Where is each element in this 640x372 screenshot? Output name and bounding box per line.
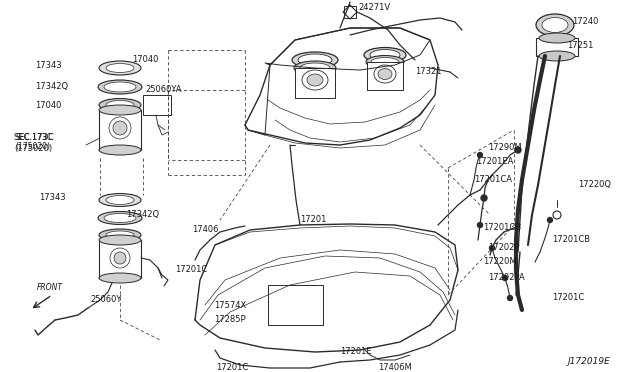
Text: 17220M: 17220M [483, 257, 516, 266]
Text: 17201EA: 17201EA [476, 157, 513, 167]
Circle shape [481, 195, 487, 201]
Ellipse shape [98, 80, 142, 94]
Ellipse shape [110, 248, 130, 268]
Text: 17343: 17343 [35, 61, 61, 71]
Ellipse shape [106, 64, 134, 73]
Text: 17574X: 17574X [214, 301, 246, 310]
Text: FRONT: FRONT [37, 282, 63, 292]
Ellipse shape [104, 82, 136, 92]
Ellipse shape [99, 145, 141, 155]
Ellipse shape [114, 252, 126, 264]
Ellipse shape [307, 74, 323, 86]
Bar [99, 240, 141, 278]
Text: 17040: 17040 [132, 55, 158, 64]
Ellipse shape [109, 117, 131, 139]
Text: 17201C: 17201C [552, 294, 584, 302]
Bar [295, 68, 335, 98]
Text: 17406M: 17406M [378, 362, 412, 372]
Text: 25060Y: 25060Y [90, 295, 122, 305]
Ellipse shape [292, 52, 338, 68]
Text: (175020): (175020) [14, 144, 52, 153]
Text: SEC.173C: SEC.173C [15, 132, 52, 141]
Ellipse shape [300, 63, 330, 73]
Ellipse shape [371, 58, 399, 67]
Ellipse shape [536, 14, 574, 36]
Ellipse shape [553, 211, 561, 219]
Text: (175020): (175020) [15, 141, 50, 151]
Circle shape [477, 153, 483, 157]
Text: 17201C: 17201C [216, 362, 248, 372]
Text: 17201CB: 17201CB [552, 235, 590, 244]
Bar [367, 62, 403, 90]
Text: 17342Q: 17342Q [35, 81, 68, 90]
Circle shape [502, 276, 508, 280]
Text: 17202PA: 17202PA [488, 273, 525, 282]
Ellipse shape [106, 196, 134, 205]
Ellipse shape [106, 100, 134, 109]
Bar [99, 110, 141, 150]
Ellipse shape [294, 61, 336, 75]
Ellipse shape [99, 235, 141, 245]
Ellipse shape [539, 51, 575, 61]
Text: 17343: 17343 [39, 193, 66, 202]
Ellipse shape [374, 65, 396, 83]
Text: 17201CA: 17201CA [474, 176, 512, 185]
Text: 17321: 17321 [415, 67, 442, 77]
Text: 17201CB: 17201CB [483, 224, 521, 232]
Bar [143, 95, 171, 115]
Ellipse shape [99, 229, 141, 241]
Ellipse shape [99, 273, 141, 283]
Bar [536, 38, 578, 56]
Text: 17240: 17240 [572, 17, 598, 26]
Ellipse shape [302, 70, 328, 90]
Circle shape [490, 246, 495, 250]
Circle shape [515, 147, 521, 153]
Text: 17406: 17406 [192, 225, 218, 234]
Ellipse shape [98, 212, 142, 224]
Ellipse shape [539, 33, 575, 43]
Ellipse shape [378, 68, 392, 80]
Circle shape [477, 222, 483, 228]
Ellipse shape [99, 99, 141, 112]
Text: J172019E: J172019E [567, 357, 610, 366]
Ellipse shape [364, 48, 406, 62]
Ellipse shape [104, 214, 136, 222]
Ellipse shape [298, 54, 332, 66]
Text: 17201: 17201 [300, 215, 326, 224]
Ellipse shape [99, 61, 141, 75]
Ellipse shape [113, 121, 127, 135]
Ellipse shape [99, 193, 141, 206]
Text: 17202P: 17202P [488, 244, 520, 253]
Text: 17220Q: 17220Q [578, 180, 611, 189]
Bar [344, 6, 356, 18]
Circle shape [508, 295, 513, 301]
Text: 17201C: 17201C [175, 266, 207, 275]
Text: 17040: 17040 [35, 100, 61, 109]
Ellipse shape [370, 49, 400, 61]
Text: 17290M: 17290M [488, 144, 522, 153]
Text: 17251: 17251 [567, 42, 593, 51]
Ellipse shape [366, 55, 404, 68]
Text: 24271V: 24271V [358, 3, 390, 13]
Ellipse shape [106, 231, 134, 239]
Text: 17342Q: 17342Q [126, 209, 159, 218]
Ellipse shape [542, 17, 568, 32]
Bar [268, 285, 323, 325]
Circle shape [547, 218, 552, 222]
Text: 17285P: 17285P [214, 315, 246, 324]
Text: 25060YA: 25060YA [145, 86, 182, 94]
Text: SEC.173C: SEC.173C [14, 132, 55, 141]
Ellipse shape [99, 105, 141, 115]
Text: 17201E: 17201E [340, 347, 372, 356]
